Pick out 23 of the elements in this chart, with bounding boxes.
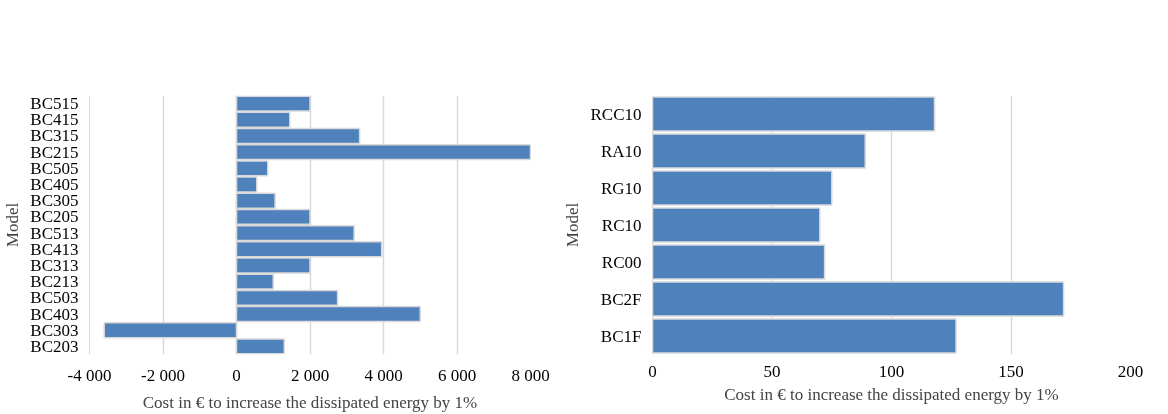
x-tick-label: 0 <box>648 361 657 381</box>
x-tick-label: 2 000 <box>290 365 330 385</box>
y-tick-label: RG10 <box>600 178 642 198</box>
x-axis-title: Cost in € to increase the dissipated energy by 1% <box>142 392 478 412</box>
y-axis-title: Model <box>3 202 23 248</box>
x-tick-label: 150 <box>998 361 1024 381</box>
y-tick-label: RC10 <box>601 215 642 235</box>
x-tick-label: 4 000 <box>364 365 403 385</box>
y-tick-label: BC1F <box>600 326 642 346</box>
y-tick-label: RC00 <box>601 252 642 272</box>
x-tick-label: 0 <box>232 365 241 385</box>
y-axis-title: Model <box>563 202 583 248</box>
x-tick-label: 100 <box>878 361 905 381</box>
x-tick-label: 50 <box>763 361 781 381</box>
x-tick-label: 8 000 <box>511 365 550 385</box>
x-axis-title: Cost in € to increase the dissipated energy by 1% <box>724 384 1059 404</box>
y-tick-label: RCC10 <box>590 104 642 124</box>
x-tick-label: 6 000 <box>437 365 477 385</box>
x-tick-label: -4 000 <box>67 365 112 385</box>
y-tick-label: RA10 <box>600 141 642 161</box>
x-tick-label: -2 000 <box>141 365 185 385</box>
y-tick-label: BC2F <box>600 289 642 309</box>
x-tick-label: 200 <box>1117 361 1144 381</box>
